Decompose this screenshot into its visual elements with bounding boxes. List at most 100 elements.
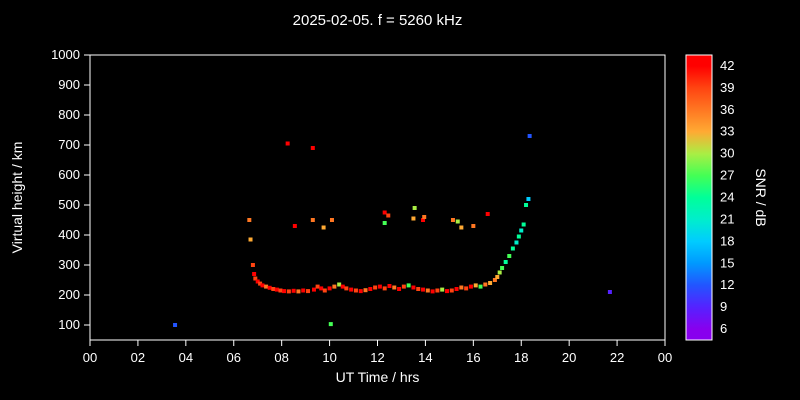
data-point bbox=[255, 279, 260, 284]
data-point bbox=[495, 275, 500, 279]
y-tick-label: 700 bbox=[58, 137, 80, 152]
colorbar-axis-label: SNR / dB bbox=[753, 168, 769, 226]
data-point bbox=[321, 225, 326, 230]
data-point bbox=[468, 284, 473, 289]
data-point bbox=[322, 288, 327, 293]
data-point bbox=[497, 270, 502, 275]
x-tick-label: 04 bbox=[179, 350, 193, 365]
data-point bbox=[421, 218, 426, 222]
x-tick-label: 08 bbox=[274, 350, 288, 365]
colorbar-tick-label: 15 bbox=[720, 255, 734, 270]
data-point bbox=[422, 215, 427, 219]
data-point bbox=[527, 134, 532, 138]
data-point bbox=[478, 284, 483, 289]
data-point bbox=[292, 224, 297, 228]
x-axis-label: UT Time / hrs bbox=[336, 369, 420, 385]
data-point bbox=[250, 263, 255, 267]
data-point bbox=[310, 146, 315, 150]
data-point bbox=[373, 285, 378, 290]
colorbar-tick-label: 21 bbox=[720, 211, 734, 226]
data-point bbox=[454, 287, 459, 291]
x-tick-label: 12 bbox=[370, 350, 384, 365]
colorbar-tick-label: 42 bbox=[720, 58, 734, 73]
colorbar-tick-label: 33 bbox=[720, 124, 734, 139]
data-point bbox=[267, 285, 272, 290]
data-point bbox=[526, 197, 531, 201]
data-point bbox=[382, 286, 387, 291]
data-point bbox=[416, 287, 421, 291]
data-point bbox=[173, 323, 178, 327]
data-point bbox=[421, 287, 426, 292]
data-point bbox=[411, 216, 416, 221]
data-point bbox=[430, 289, 435, 294]
data-point bbox=[500, 266, 505, 270]
data-point bbox=[459, 225, 464, 230]
y-tick-label: 800 bbox=[58, 107, 80, 122]
data-point bbox=[503, 260, 508, 264]
data-point bbox=[455, 219, 460, 224]
data-point bbox=[459, 285, 464, 290]
data-point bbox=[397, 287, 402, 291]
snr-colorbar bbox=[686, 55, 712, 340]
colorbar-tick-label: 12 bbox=[720, 277, 734, 292]
data-point bbox=[301, 288, 306, 293]
data-point bbox=[488, 281, 493, 285]
data-point bbox=[483, 282, 488, 287]
data-point bbox=[260, 283, 265, 288]
data-point bbox=[344, 286, 349, 291]
data-point bbox=[282, 289, 287, 294]
chart-title: 2025-02-05. f = 5260 kHz bbox=[292, 12, 463, 29]
data-point bbox=[377, 284, 382, 289]
colorbar-tick-label: 6 bbox=[720, 321, 727, 336]
data-point bbox=[319, 286, 324, 291]
y-tick-label: 400 bbox=[58, 227, 80, 242]
plot-frame bbox=[89, 54, 666, 341]
data-point bbox=[392, 285, 397, 290]
data-point bbox=[286, 289, 291, 294]
data-point bbox=[258, 281, 263, 286]
x-tick-label: 02 bbox=[131, 350, 145, 365]
data-point bbox=[271, 287, 276, 291]
colorbar-tick-label: 30 bbox=[720, 146, 734, 161]
data-point bbox=[473, 283, 478, 288]
data-point bbox=[449, 288, 454, 293]
data-point bbox=[507, 254, 512, 258]
data-point bbox=[514, 240, 519, 245]
x-tick-label: 20 bbox=[562, 350, 576, 365]
y-tick-label: 500 bbox=[58, 197, 80, 212]
data-point bbox=[247, 218, 252, 222]
y-axis-label: Virtual height / km bbox=[9, 142, 25, 254]
y-tick-label: 200 bbox=[58, 287, 80, 302]
colorbar-tick-label: 39 bbox=[720, 80, 734, 95]
data-point bbox=[401, 284, 406, 289]
data-point bbox=[450, 218, 455, 222]
data-point bbox=[387, 284, 392, 288]
data-point bbox=[444, 289, 449, 294]
data-point bbox=[368, 287, 373, 291]
data-point bbox=[607, 290, 612, 294]
data-point bbox=[516, 234, 521, 239]
data-point bbox=[464, 286, 469, 291]
x-tick-label: 00 bbox=[83, 350, 97, 365]
y-tick-label: 300 bbox=[58, 257, 80, 272]
data-point bbox=[306, 289, 311, 294]
data-point bbox=[524, 203, 529, 207]
data-point bbox=[340, 284, 345, 289]
data-point bbox=[412, 206, 417, 210]
x-tick-label: 14 bbox=[418, 350, 432, 365]
data-point bbox=[329, 218, 334, 222]
x-tick-label: 10 bbox=[322, 350, 336, 365]
data-point bbox=[332, 284, 337, 289]
data-point bbox=[353, 288, 358, 293]
data-point bbox=[349, 287, 354, 292]
data-point bbox=[274, 287, 279, 292]
data-point bbox=[363, 288, 368, 293]
x-tick-label: 18 bbox=[514, 350, 528, 365]
data-point bbox=[435, 288, 440, 293]
data-point bbox=[327, 286, 332, 291]
data-point bbox=[382, 221, 387, 225]
data-point bbox=[291, 288, 296, 293]
colorbar-tick-label: 9 bbox=[720, 299, 727, 314]
colorbar-tick-label: 27 bbox=[720, 168, 734, 183]
data-point bbox=[278, 288, 283, 293]
